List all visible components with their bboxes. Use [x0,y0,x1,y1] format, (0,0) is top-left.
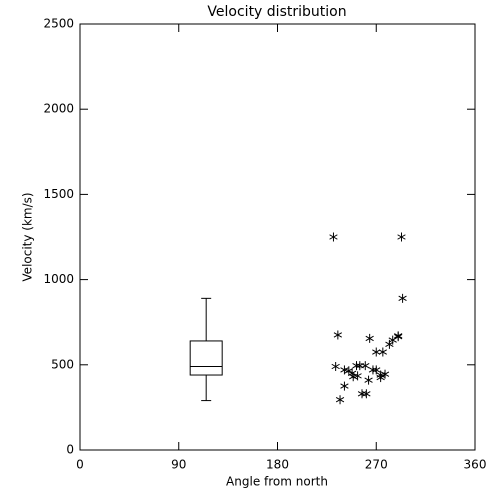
x-tick-label: 180 [266,458,289,472]
box [189,340,223,376]
point [376,373,385,383]
point-stroke [376,374,385,381]
point [368,365,378,375]
point [364,375,373,385]
point-stroke [378,349,387,355]
plot-frame [79,23,476,451]
point [372,347,381,357]
point [397,232,406,242]
point [361,361,370,371]
point [365,333,374,343]
x-tick-label: 360 [464,458,487,472]
y-axis-title: Velocity (km/s) [21,192,35,281]
chart-title: Velocity distribution [207,4,346,20]
x-tick-label: 90 [171,458,186,472]
point-stroke [333,332,342,338]
point [331,362,340,372]
point [353,371,362,381]
y-tick-label: 2000 [43,102,74,116]
point-stroke [365,335,374,342]
point-stroke [368,367,378,373]
point-stroke [361,362,370,369]
point-stroke [394,334,403,340]
point-stroke [372,349,381,355]
y-tick-label: 1000 [43,272,74,286]
y-tick-label: 0 [66,443,74,457]
point-stroke [335,397,345,403]
point [378,347,387,357]
point [335,395,345,405]
x-tick-label: 0 [76,458,84,472]
point-stroke [352,362,361,369]
y-tick-label: 1500 [43,187,74,201]
x-axis-title: Angle from north [226,475,328,489]
point-stroke [344,368,353,374]
point-stroke [340,383,349,389]
point-stroke [362,391,371,397]
point [340,381,349,391]
point [380,369,390,379]
point-stroke [385,341,394,348]
x-tick-label: 270 [365,458,388,472]
point [329,232,338,242]
point [372,365,381,375]
y-tick-label: 2500 [43,17,74,31]
point-stroke [329,234,338,240]
point-stroke [380,371,390,377]
point [394,332,403,342]
point-stroke [397,234,406,240]
point [385,339,394,349]
point [352,361,361,371]
point [398,293,407,303]
point [344,366,353,376]
point [362,389,371,399]
point-stroke [331,363,340,370]
point [357,389,367,399]
point [333,330,342,340]
point-stroke [353,373,362,379]
y-tick-label: 500 [51,357,74,371]
point-stroke [364,377,373,383]
point-stroke [398,295,407,302]
point-stroke [372,367,381,373]
point-stroke [340,367,349,373]
